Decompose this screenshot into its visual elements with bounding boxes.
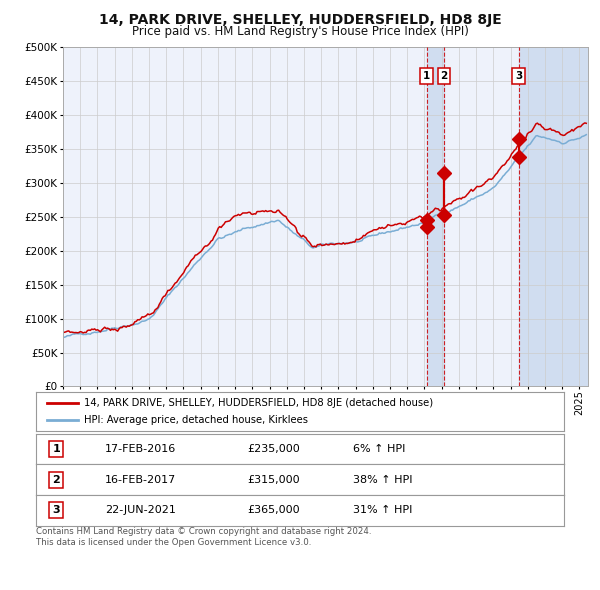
- Bar: [518, 47, 588, 386]
- Text: 22-JUN-2021: 22-JUN-2021: [104, 506, 176, 515]
- Text: 2: 2: [440, 71, 448, 81]
- Text: 38% ↑ HPI: 38% ↑ HPI: [353, 475, 412, 484]
- Text: 17-FEB-2016: 17-FEB-2016: [104, 444, 176, 454]
- Text: HPI: Average price, detached house, Kirklees: HPI: Average price, detached house, Kirk…: [83, 415, 308, 425]
- Text: 3: 3: [515, 71, 522, 81]
- Text: 14, PARK DRIVE, SHELLEY, HUDDERSFIELD, HD8 8JE: 14, PARK DRIVE, SHELLEY, HUDDERSFIELD, H…: [98, 13, 502, 27]
- Text: 16-FEB-2017: 16-FEB-2017: [104, 475, 176, 484]
- Text: Price paid vs. HM Land Registry's House Price Index (HPI): Price paid vs. HM Land Registry's House …: [131, 25, 469, 38]
- Text: 1: 1: [423, 71, 430, 81]
- Text: £315,000: £315,000: [247, 475, 300, 484]
- Text: 2: 2: [52, 475, 60, 484]
- Text: 6% ↑ HPI: 6% ↑ HPI: [353, 444, 405, 454]
- Text: £365,000: £365,000: [247, 506, 300, 515]
- Text: £235,000: £235,000: [247, 444, 300, 454]
- Text: 14, PARK DRIVE, SHELLEY, HUDDERSFIELD, HD8 8JE (detached house): 14, PARK DRIVE, SHELLEY, HUDDERSFIELD, H…: [83, 398, 433, 408]
- Text: Contains HM Land Registry data © Crown copyright and database right 2024.
This d: Contains HM Land Registry data © Crown c…: [36, 527, 371, 547]
- Text: 1: 1: [52, 444, 60, 454]
- Text: 31% ↑ HPI: 31% ↑ HPI: [353, 506, 412, 515]
- Text: 3: 3: [52, 506, 60, 515]
- Bar: [427, 47, 444, 386]
